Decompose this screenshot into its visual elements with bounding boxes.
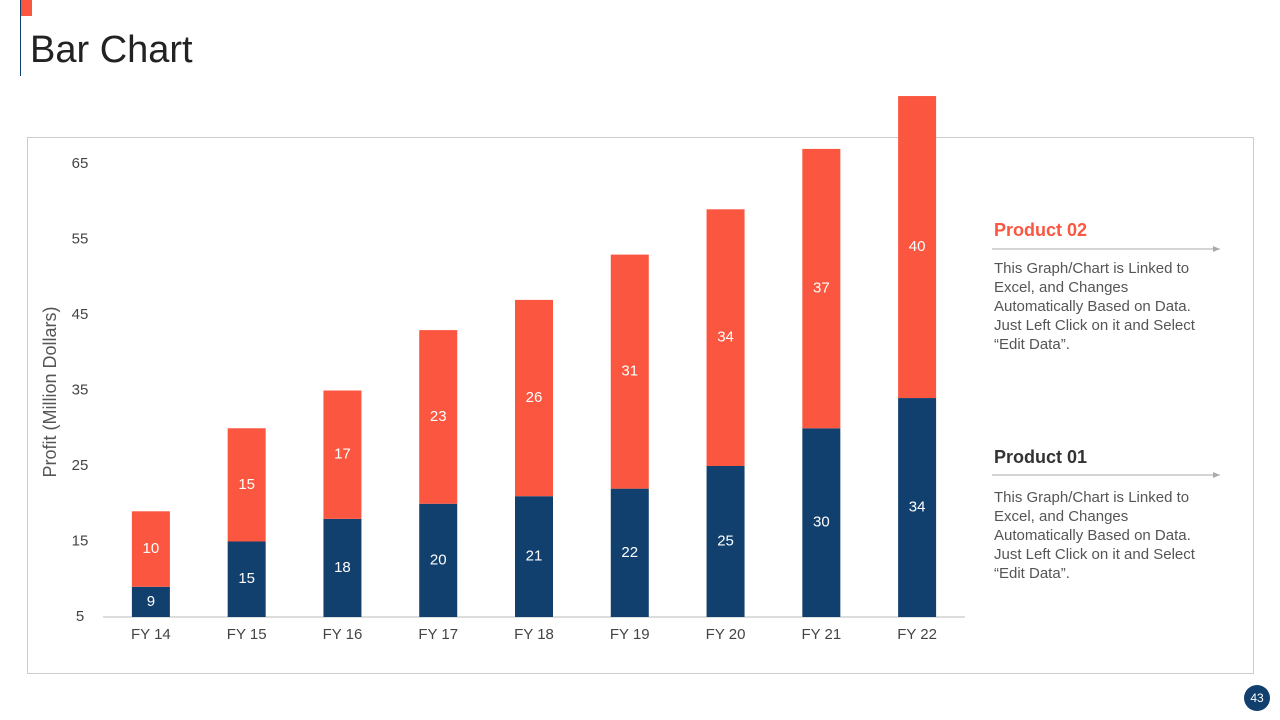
x-tick-label: FY 15 (227, 626, 267, 643)
x-tick-label: FY 21 (801, 626, 841, 643)
x-tick-label: FY 17 (418, 626, 458, 643)
data-label: 25 (717, 532, 734, 549)
bar-segment (610, 254, 649, 489)
bar-segment (802, 428, 841, 617)
data-label: 31 (621, 363, 638, 380)
page-number: 43 (1250, 691, 1264, 705)
x-tick-label: FY 22 (897, 626, 937, 643)
y-tick-label: 55 (72, 230, 89, 247)
data-label: 9 (147, 593, 155, 610)
data-label: 22 (621, 544, 638, 561)
data-label: 21 (526, 548, 543, 565)
x-tick-label: FY 20 (706, 626, 746, 643)
x-tick-label: FY 14 (131, 626, 171, 643)
data-label: 34 (717, 329, 734, 346)
bar-segment (898, 398, 937, 617)
bar-segment (227, 541, 266, 617)
bar-segment (515, 496, 553, 617)
bar-segment (227, 428, 266, 542)
slide-title: Bar Chart (30, 29, 193, 71)
bar-segment (706, 466, 745, 617)
data-label: 40 (909, 238, 926, 255)
data-label: 15 (238, 476, 255, 493)
note: This Graph/Chart is Linked to Excel, and… (994, 489, 1195, 582)
bar-segment (419, 330, 458, 504)
data-label: 10 (143, 540, 160, 557)
x-tick-label: FY 16 (323, 626, 363, 643)
data-label: 15 (238, 570, 255, 587)
y-tick-label: 35 (72, 381, 89, 398)
bar-segment (610, 488, 649, 617)
data-label: 30 (813, 514, 830, 531)
data-label: 18 (334, 559, 351, 576)
y-tick-label: 45 (72, 306, 89, 323)
data-label: 34 (909, 498, 926, 515)
page-badge (1244, 685, 1270, 711)
bar-segment (419, 503, 458, 617)
data-label: 20 (430, 551, 447, 568)
legend-header: Product 01 (994, 447, 1088, 467)
note: This Graph/Chart is Linked to Excel, and… (994, 260, 1195, 353)
bar-segment (706, 209, 745, 467)
bar-segment (323, 390, 362, 519)
bar-segment (898, 96, 937, 399)
y-axis-label: Profit (Million Dollars) (40, 306, 60, 477)
bar-segment (323, 518, 362, 617)
chart-frame (27, 137, 1254, 674)
bar-segment (802, 148, 841, 429)
data-label: 37 (813, 280, 830, 297)
x-tick-label: FY 18 (514, 626, 554, 643)
y-tick-label: 65 (72, 155, 89, 172)
accent (20, 0, 32, 16)
y-tick-label: 25 (72, 457, 89, 474)
bar-segment (131, 511, 170, 587)
data-label: 26 (526, 389, 543, 406)
y-tick-label: 5 (76, 608, 84, 625)
data-label: 23 (430, 408, 447, 425)
legend-header: Product 02 (994, 220, 1088, 240)
bar-segment (131, 586, 170, 617)
data-label: 17 (334, 446, 351, 463)
y-tick-label: 15 (72, 532, 89, 549)
bar-segment (515, 299, 553, 497)
x-tick-label: FY 19 (610, 626, 650, 643)
